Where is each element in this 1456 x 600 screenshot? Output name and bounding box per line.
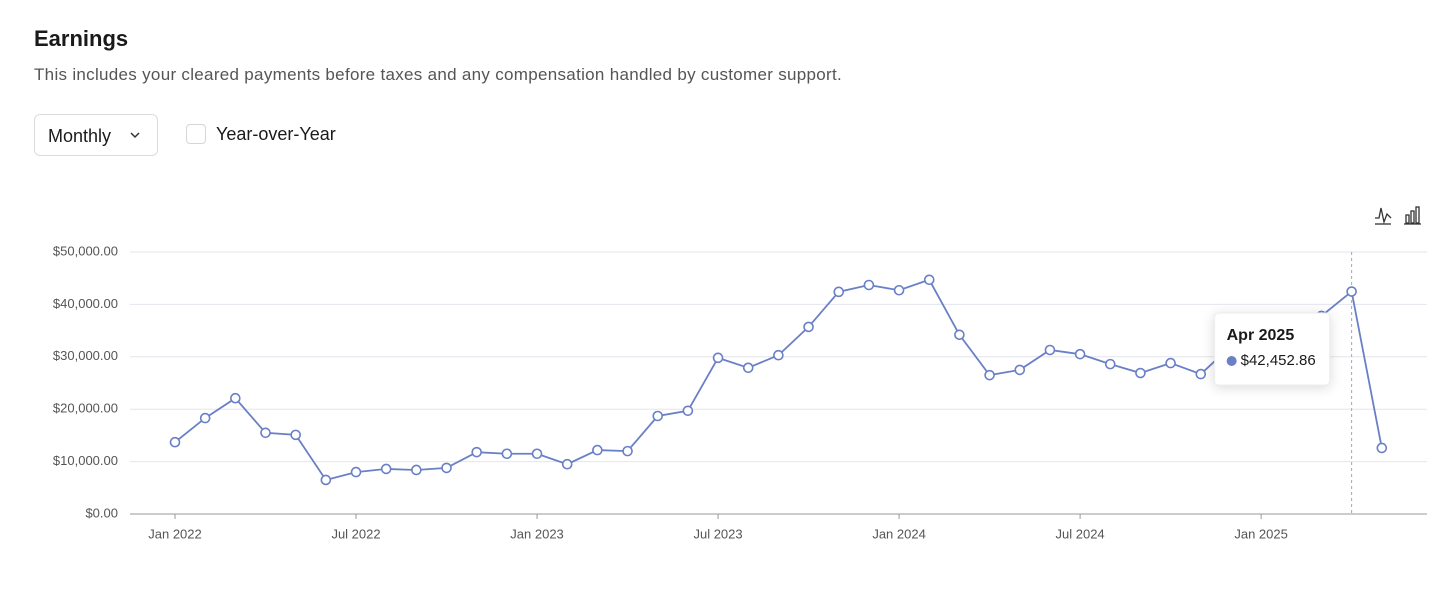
point: [1195, 368, 1207, 380]
point: [290, 429, 301, 441]
point: [682, 405, 694, 417]
point: [592, 444, 603, 456]
line: [174, 278, 1383, 481]
checkbox-label: Year-over-Year: [216, 124, 336, 144]
dropdown-label: Monthly: [48, 126, 112, 146]
y-tick-label: $0.00: [85, 505, 118, 520]
point: [1074, 348, 1086, 360]
x-tick-label: Jan 2025: [1234, 526, 1288, 541]
point: [923, 274, 935, 286]
point: [954, 329, 965, 341]
y-tick-label: $30,000.00: [53, 348, 118, 363]
point: [260, 427, 271, 439]
point: [320, 474, 332, 486]
y-tick-label: $20,000.00: [53, 401, 118, 416]
point: [199, 412, 211, 424]
point: [1014, 364, 1026, 376]
x-tick-label: Jan 2024: [872, 526, 926, 541]
tooltip-box: [1214, 312, 1331, 386]
point: [230, 392, 241, 404]
y-tick-label: $50,000.00: [53, 243, 118, 258]
tooltip-value: $42,452.86: [1241, 352, 1316, 369]
point: [531, 448, 543, 460]
x-tick-label: Jul 2023: [693, 526, 742, 541]
y-tick-label: $10,000.00: [53, 453, 118, 468]
point: [863, 279, 875, 291]
point: [742, 362, 754, 374]
point: [350, 466, 362, 478]
x-tick-label: Jan 2023: [510, 526, 564, 541]
point: [1346, 286, 1357, 297]
x-tick-label: Jan 2022: [148, 526, 202, 541]
x-tick-label: Jul 2022: [331, 526, 380, 541]
point: [471, 446, 483, 458]
point: [1376, 442, 1388, 454]
point: [411, 464, 422, 476]
tooltip: Apr 2025 $42,452.86: [1214, 312, 1331, 386]
point: [561, 458, 573, 470]
page-subtitle: This includes your cleared payments befo…: [34, 65, 843, 84]
point: [1165, 357, 1176, 369]
chevron: [130, 132, 140, 139]
chart: $0.00 $10,000.00 $20,000.00 $30,000.00 $40,0…: [53, 206, 1427, 541]
yoy-checkbox[interactable]: [186, 124, 206, 144]
tooltip-title: Apr 2025: [1227, 327, 1295, 344]
point: [1044, 344, 1056, 356]
y-tick-label: $40,000.00: [53, 296, 118, 311]
point: [501, 448, 513, 460]
line-icon[interactable]: [1375, 207, 1392, 225]
point: [712, 352, 724, 364]
x-tick-label: Jul 2024: [1056, 526, 1105, 541]
point: [833, 286, 845, 298]
point: [984, 369, 995, 381]
point: [380, 463, 392, 475]
period-dropdown[interactable]: Monthly: [34, 114, 158, 156]
point: [652, 410, 664, 422]
point: [773, 349, 784, 361]
point: [441, 462, 452, 474]
page-title: Earnings: [34, 26, 129, 51]
point: [893, 284, 905, 296]
bar-icon[interactable]: [1404, 206, 1421, 225]
point: [622, 445, 633, 457]
point: [169, 436, 181, 448]
point: [803, 321, 814, 333]
point: [1104, 358, 1116, 370]
tooltip-swatch: [1226, 356, 1237, 366]
point: [1135, 367, 1146, 379]
